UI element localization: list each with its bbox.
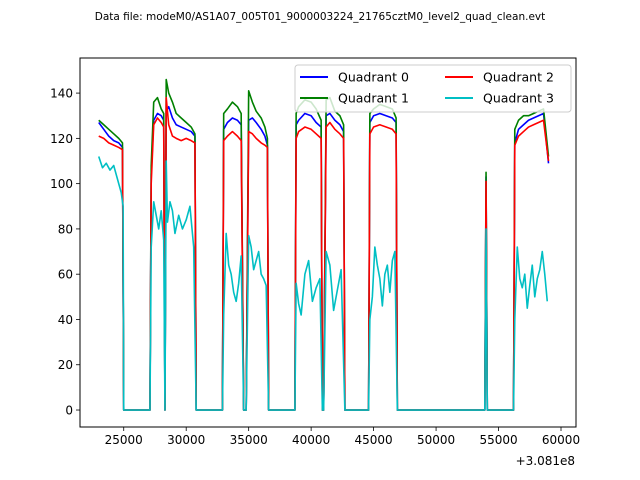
y-tick-label: 20: [58, 358, 73, 372]
legend-label-quadrant-1: Quadrant 1: [338, 91, 409, 106]
y-tick-label: 0: [65, 404, 73, 418]
legend: Quadrant 0 Quadrant 1 Quadrant 2 Quadrant 3: [294, 64, 572, 113]
y-tick-label: 80: [58, 222, 73, 236]
series-line-quadrant-3: [97, 156, 549, 411]
x-tick-label: 50000: [417, 433, 455, 447]
x-tick-label: 55000: [479, 433, 517, 447]
axes-frame: [79, 57, 577, 428]
x-offset-label: +3.081e8: [516, 454, 575, 468]
x-tick-label: 40000: [292, 433, 330, 447]
y-tick-label: 60: [58, 268, 73, 282]
x-tick-label: 25000: [105, 433, 143, 447]
y-tick-label: 140: [50, 87, 73, 101]
axes: 25000 30000 35000 40000 45000 50000 55000 60000…: [50, 57, 580, 447]
y-tick-label: 100: [50, 177, 73, 191]
legend-label-quadrant-0: Quadrant 0: [338, 70, 409, 85]
y-tick-label: 40: [58, 313, 73, 327]
x-tick-label: 30000: [167, 433, 205, 447]
legend-label-quadrant-3: Quadrant 3: [483, 91, 554, 106]
ticks-layer: 25000 30000 35000 40000 45000 50000 55000 60000…: [50, 87, 580, 447]
x-tick-label: 35000: [230, 433, 268, 447]
y-tick-label: 120: [50, 132, 73, 146]
x-tick-label: 60000: [542, 433, 580, 447]
legend-label-quadrant-2: Quadrant 2: [483, 70, 554, 85]
x-tick-label: 45000: [355, 433, 393, 447]
chart-title: Data file: modeM0/AS1A07_005T01_90000032…: [95, 11, 546, 23]
legend-box: [294, 64, 572, 113]
series-layer: [97, 78, 550, 411]
